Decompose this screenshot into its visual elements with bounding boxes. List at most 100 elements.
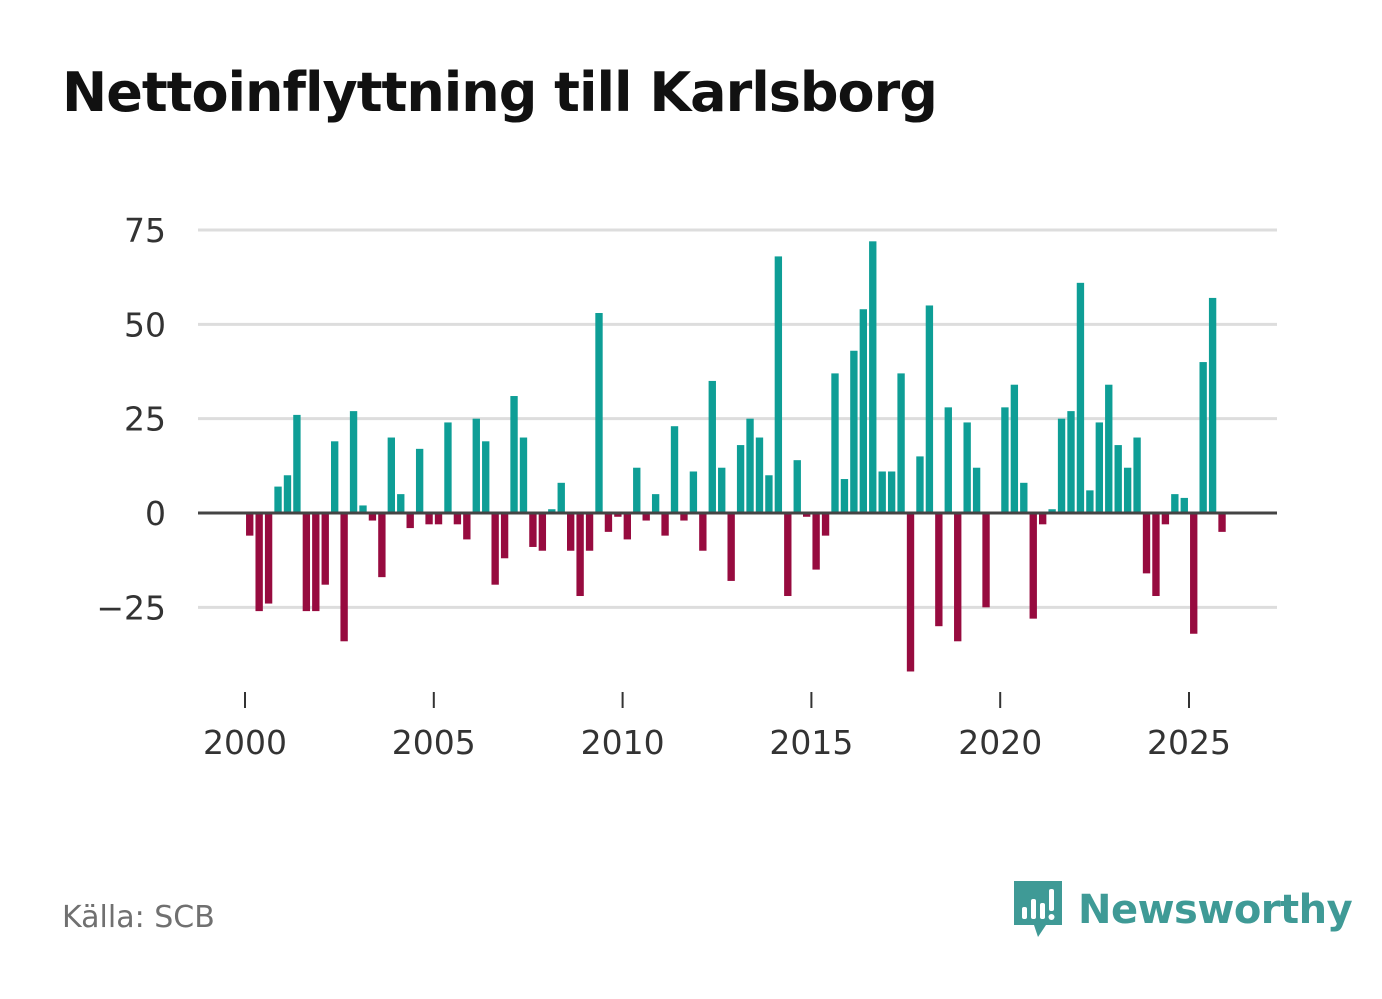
bar (604, 513, 613, 532)
bar (803, 513, 811, 517)
y-tick-label: 0 (145, 494, 166, 533)
bar (567, 513, 575, 551)
bar (954, 513, 962, 642)
bar (869, 241, 877, 513)
bar (906, 513, 915, 672)
bar (576, 513, 584, 597)
bar (500, 513, 509, 559)
x-tick-label: 2015 (769, 723, 853, 762)
bar (699, 513, 707, 551)
bar (387, 437, 395, 513)
bar (887, 471, 896, 513)
x-tick-label: 2010 (581, 723, 665, 762)
bar (283, 475, 292, 513)
bar (1057, 418, 1066, 513)
bar (1076, 282, 1085, 513)
bar (264, 513, 273, 604)
bar (1190, 513, 1198, 634)
bar (463, 513, 471, 540)
bar (331, 441, 339, 513)
bar (1029, 513, 1037, 619)
bar (944, 407, 952, 513)
x-tick-label: 2000 (203, 723, 287, 762)
bar (765, 475, 773, 513)
x-tick-label: 2020 (958, 723, 1042, 762)
bar (595, 313, 603, 513)
bar (651, 494, 660, 513)
x-tick-label: 2025 (1147, 723, 1231, 762)
bar (642, 513, 650, 521)
brand-logo: Newsworthy (1010, 878, 1353, 942)
bar (1114, 445, 1122, 513)
y-tick-label: 25 (124, 400, 166, 439)
bar (510, 396, 518, 513)
bar (1086, 490, 1094, 513)
bar (831, 373, 839, 513)
bar (708, 380, 716, 513)
bar (1208, 297, 1217, 513)
x-tick-label: 2005 (392, 723, 476, 762)
bar (812, 513, 820, 570)
bar (1123, 467, 1132, 513)
bar (255, 513, 263, 612)
bar (614, 513, 622, 517)
bar (1095, 422, 1103, 513)
bar (916, 456, 924, 513)
bar (425, 513, 433, 525)
brand-name: Newsworthy (1078, 887, 1353, 933)
bar (434, 513, 443, 525)
newsworthy-logo-icon (1014, 881, 1062, 937)
bar (727, 513, 735, 581)
bar (878, 471, 886, 513)
bar (538, 513, 547, 551)
bar (1001, 407, 1009, 513)
bar (472, 418, 480, 513)
bar (1010, 384, 1019, 513)
bar (1152, 513, 1160, 597)
bar (897, 373, 905, 513)
bar (840, 479, 849, 513)
bar (661, 513, 669, 536)
bar (623, 513, 631, 540)
bar (774, 256, 783, 513)
bar (1161, 513, 1170, 525)
bar (548, 509, 556, 513)
y-tick-label: 50 (124, 305, 166, 344)
bar (1133, 437, 1141, 513)
bar (736, 445, 745, 513)
bar (821, 513, 830, 536)
bar (746, 418, 754, 513)
y-tick-label: −25 (96, 588, 166, 627)
bar (585, 513, 594, 551)
bar (378, 513, 386, 578)
bar (755, 437, 764, 513)
bar (859, 309, 867, 513)
bar (1218, 513, 1226, 532)
axes: 75 50 25 0 −25 2000 2005 2010 2015 2020 2025 (96, 211, 1277, 762)
bar (793, 460, 801, 513)
bar (406, 513, 414, 529)
bar (415, 448, 424, 513)
bar (1067, 411, 1075, 513)
bar (633, 467, 641, 513)
y-tick-label: 75 (124, 211, 166, 250)
bar (670, 426, 679, 513)
bar (963, 422, 971, 513)
bar (935, 513, 943, 627)
bar (1020, 482, 1028, 513)
bar (718, 467, 726, 513)
bar (397, 494, 405, 513)
bar (1039, 513, 1047, 525)
bar (1048, 509, 1056, 513)
bar (302, 513, 311, 612)
bar (689, 471, 698, 513)
bar (274, 486, 282, 513)
bar (321, 513, 329, 585)
bar (557, 482, 565, 513)
bar (444, 422, 452, 513)
bar (925, 305, 934, 513)
bar (312, 513, 320, 612)
bar (1199, 362, 1207, 513)
bar (519, 437, 528, 513)
